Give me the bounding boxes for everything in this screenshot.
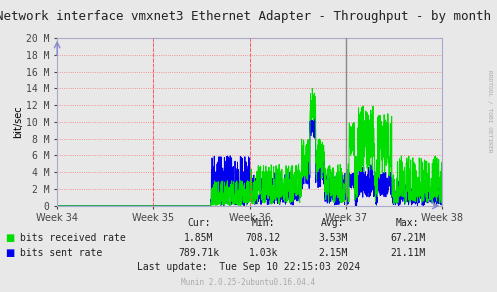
Text: bits received rate: bits received rate	[20, 233, 126, 243]
Y-axis label: bit/sec: bit/sec	[13, 106, 23, 138]
Text: 67.21M: 67.21M	[390, 233, 425, 243]
Text: ■: ■	[5, 248, 14, 258]
Text: 2.15M: 2.15M	[318, 248, 348, 258]
Text: Cur:: Cur:	[187, 218, 211, 228]
Text: ■: ■	[5, 233, 14, 243]
Text: 3.53M: 3.53M	[318, 233, 348, 243]
Text: Network interface vmxnet3 Ethernet Adapter - Throughput - by month: Network interface vmxnet3 Ethernet Adapt…	[0, 10, 491, 23]
Text: Last update:  Tue Sep 10 22:15:03 2024: Last update: Tue Sep 10 22:15:03 2024	[137, 262, 360, 272]
Text: Min:: Min:	[251, 218, 275, 228]
Text: 1.85M: 1.85M	[184, 233, 214, 243]
Text: 1.03k: 1.03k	[248, 248, 278, 258]
Text: RRDTOOL / TOBI OETIKER: RRDTOOL / TOBI OETIKER	[487, 70, 492, 152]
Text: Avg:: Avg:	[321, 218, 345, 228]
Text: 21.11M: 21.11M	[390, 248, 425, 258]
Text: Max:: Max:	[396, 218, 419, 228]
Text: 789.71k: 789.71k	[178, 248, 219, 258]
Text: Munin 2.0.25-2ubuntu0.16.04.4: Munin 2.0.25-2ubuntu0.16.04.4	[181, 278, 316, 287]
Text: 708.12: 708.12	[246, 233, 281, 243]
Text: bits sent rate: bits sent rate	[20, 248, 102, 258]
